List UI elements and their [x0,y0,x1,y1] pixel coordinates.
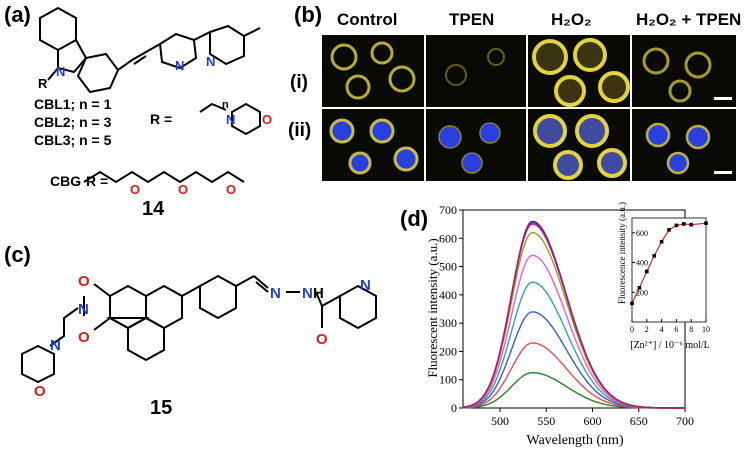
hydrazone-n2: N [302,285,313,302]
variant-cbl1: CBL1; n = 1 [34,96,112,112]
morpholine-o: O [262,112,272,127]
column-header-h2o2: H₂O₂ [551,10,592,29]
micrograph-h2o2-i [528,35,630,107]
inset-x-tick-label: 2 [645,325,649,334]
ether-o-3: O [226,182,236,197]
inset-x-tick-label: 0 [630,325,634,334]
micrograph-h2o2-tpen-i [632,35,736,107]
inset-data-point [659,239,664,244]
structure-c-drawing: O N O N O N N H O N [21,273,377,400]
morpholine-n: N [226,112,235,127]
cbg-label: CBG [50,173,81,189]
x-tick-label: 550 [537,414,555,428]
inset-data-point [652,254,656,258]
y-tick-label: 0 [451,401,457,415]
micrograph-tpen-ii [426,109,526,181]
r-equals-label: R = [150,111,172,127]
inset-data-point [704,221,708,225]
y-axis-label: Fluorescent intensity (a.u.) [425,238,440,377]
inset-fit-line [631,222,707,304]
inset-y-axis-label: Fluorescence intensity (a.u.) [617,202,627,304]
carbonyl-o-top: O [78,273,90,290]
panel-label-d: (d) [400,206,429,231]
ether-o-1: O [130,182,140,197]
inset-x-tick-label: 8 [689,325,693,334]
x-tick-label: 600 [584,414,602,428]
inset-x-tick-label: 4 [660,325,664,334]
variant-cbl3: CBL3; n = 5 [34,132,112,148]
spectrum-series-2 [462,342,685,409]
inset-data-point [689,222,693,227]
inset-y-tick-label: 400 [636,259,648,268]
x-tick-label: 500 [491,414,509,428]
x-tick-label: 650 [630,414,648,428]
panel-label-c: (c) [4,242,31,267]
row-label-i: (i) [290,72,308,93]
r-equals-label-2: R = [86,173,108,189]
inset-data-point [682,222,686,226]
y-tick-label: 200 [439,344,457,358]
column-header-tpen: TPEN [449,10,495,29]
y-tick-label: 300 [439,316,457,330]
structure-a-drawing: N R N N n N O R = CBG R = O O O [38,6,272,197]
panel-label-a: (a) [4,2,31,27]
x-tick-label: 700 [676,414,694,428]
inset-data-point [667,228,671,232]
n-subscript: n [222,99,229,111]
r-substituent: R [38,76,48,91]
micrograph-control-i [322,35,424,107]
row-label-ii: (ii) [288,120,312,141]
y-tick-label: 700 [439,203,457,217]
inset-y-tick-label: 200 [636,288,648,297]
y-tick-label: 600 [439,231,457,245]
micrograph-h2o2-ii [528,109,630,181]
y-tick-label: 500 [439,260,457,274]
carbazole-n-atom: N [56,64,65,79]
inset-x-tick-label: 10 [702,325,710,334]
variant-cbl2: CBL2; n = 3 [34,114,112,130]
inset-x-tick-label: 6 [674,325,678,334]
micrograph-control-ii [322,109,424,181]
pyridine-n-1: N [175,58,184,73]
inset-data-point [674,223,679,228]
morpholine-o-c: O [34,383,46,400]
inset-data-point [645,269,649,274]
carbonyl-o-bottom: O [78,329,90,346]
ether-o-2: O [178,182,188,197]
compound-number-14: 14 [142,198,165,220]
x-axis-label: Wavelength (nm) [526,433,624,448]
imide-n: N [78,301,89,318]
inset-x-axis-label: [Zn²⁺] / 10⁻⁶ mol/L [630,340,710,351]
inset-frame [631,217,707,323]
inset-y-tick-label: 600 [636,229,648,238]
panel-label-b: (b) [294,2,323,27]
inset-data-point [637,286,642,290]
spectrum-series-9 [462,222,685,409]
hydrazone-h: H [313,285,324,302]
morpholine-n-c: N [50,337,61,354]
hydrazone-n1: N [270,285,281,302]
inset-data-point [630,301,634,306]
micrograph-h2o2-tpen-ii [632,109,736,181]
pyridine-n-c: N [360,277,371,294]
y-tick-label: 100 [439,373,457,387]
y-tick-label: 400 [439,288,457,302]
column-header-control: Control [337,10,398,29]
pyridine-n-2: N [206,54,215,69]
column-header-h2o2-tpen: H₂O₂ + TPEN [636,10,742,29]
amide-o: O [316,331,328,348]
compound-number-15: 15 [150,397,173,419]
micrograph-tpen-i [426,35,526,107]
